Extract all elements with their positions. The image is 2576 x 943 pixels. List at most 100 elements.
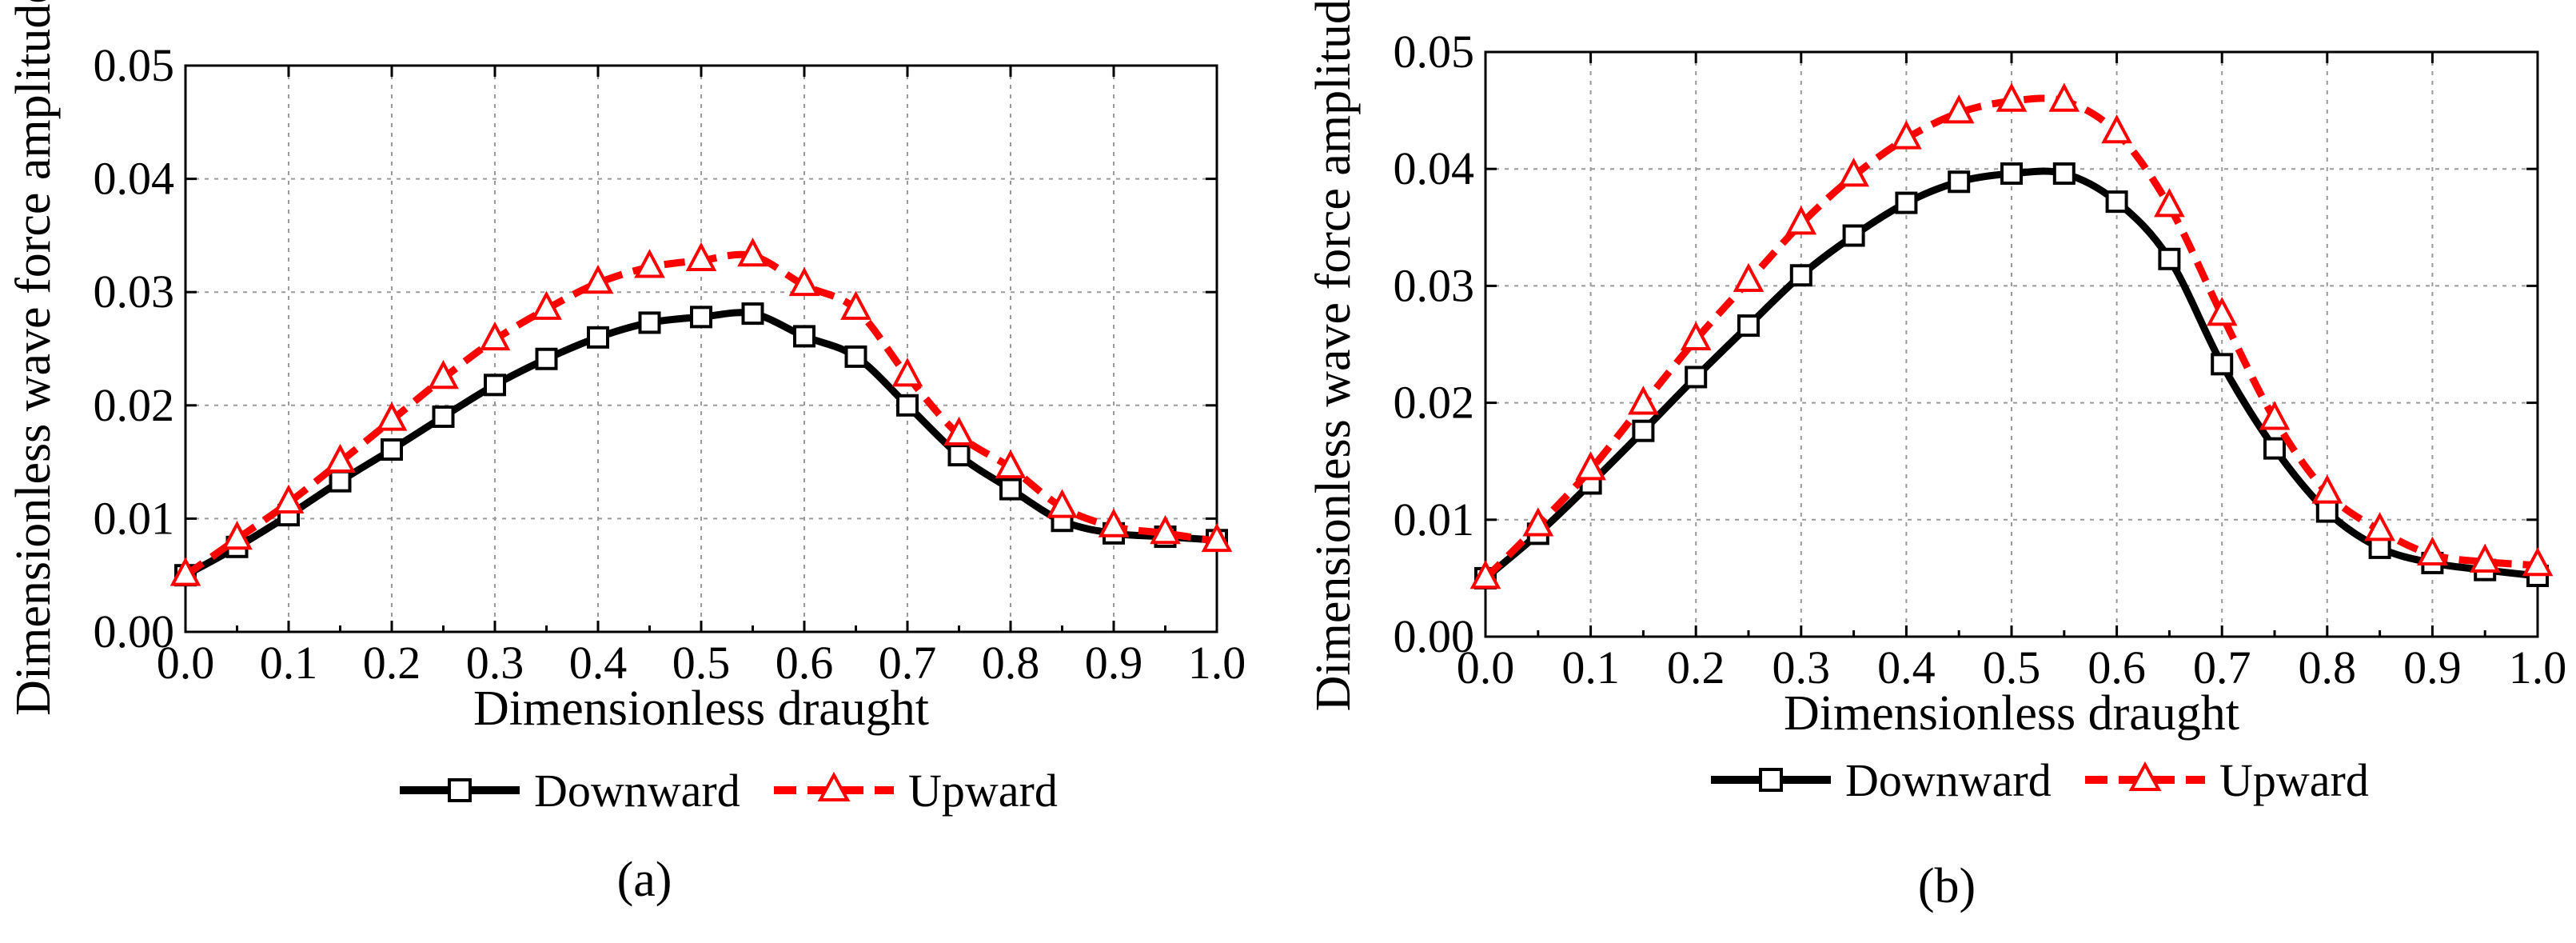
data-point-square xyxy=(741,302,764,326)
x-tick-label: 0.7 xyxy=(879,637,937,689)
x-tick-label: 1.0 xyxy=(2509,641,2567,693)
data-point-triangle xyxy=(943,416,975,446)
data-point-triangle xyxy=(1201,522,1233,553)
x-tick-label: 0.9 xyxy=(1085,637,1143,689)
data-point-square xyxy=(329,470,352,493)
y-tick-label: 0.02 xyxy=(94,379,175,431)
y-tick-label: 0.04 xyxy=(1394,142,1475,194)
data-point-triangle xyxy=(1522,507,1554,537)
panel-label: (b) xyxy=(1918,859,1976,913)
data-point-triangle xyxy=(2522,546,2554,577)
data-point-square xyxy=(2368,536,2391,559)
data-point-square xyxy=(896,394,919,417)
data-point-square xyxy=(1842,224,1865,247)
x-tick-label: 0.0 xyxy=(157,637,215,689)
data-point-square xyxy=(2000,162,2023,186)
data-point-triangle xyxy=(1785,206,1817,235)
data-point-triangle xyxy=(1943,94,1975,124)
data-point-triangle xyxy=(840,290,871,320)
data-point-triangle xyxy=(582,265,614,294)
legend-marker-square xyxy=(448,778,472,802)
legend: Downward Upward xyxy=(1711,754,2369,806)
data-point-square xyxy=(793,325,815,348)
legend: Downward Upward xyxy=(400,765,1058,817)
data-point-square xyxy=(432,405,455,428)
data-point-square xyxy=(1895,191,1918,214)
y-tick-label: 0.00 xyxy=(94,605,175,657)
legend-label-downward: Downward xyxy=(1845,754,2052,806)
data-point-triangle xyxy=(788,266,820,297)
y-tick-label: 0.03 xyxy=(1394,259,1475,311)
legend-label-upward: Upward xyxy=(2219,754,2369,806)
series-upward xyxy=(169,238,1233,586)
legend-marker-triangle xyxy=(817,771,851,801)
data-point-square xyxy=(2315,500,2339,523)
data-point-square xyxy=(1632,419,1655,442)
series-line-upward xyxy=(1482,94,2538,581)
data-point-triangle xyxy=(2417,536,2448,566)
data-point-square xyxy=(999,477,1022,501)
data-point-square xyxy=(1789,264,1812,287)
data-point-square xyxy=(1948,170,1971,194)
data-point-square xyxy=(2052,162,2076,186)
data-point-square xyxy=(381,438,403,462)
y-tick-label: 0.00 xyxy=(1394,610,1475,662)
x-tick-label: 0.6 xyxy=(2088,641,2146,693)
x-tick-label: 0.8 xyxy=(982,637,1040,689)
y-axis-label: Dimensionless wave force amplitude xyxy=(1306,0,1361,711)
data-point-triangle xyxy=(428,359,459,390)
data-point-triangle xyxy=(1680,321,1712,351)
data-point-triangle xyxy=(1996,82,2028,112)
data-point-triangle xyxy=(376,402,408,431)
data-point-triangle xyxy=(1469,560,1501,589)
y-tick-label: 0.04 xyxy=(94,153,175,205)
data-point-square xyxy=(844,345,867,368)
data-point-square xyxy=(690,306,712,329)
data-point-triangle xyxy=(325,443,356,473)
data-point-square xyxy=(484,374,506,397)
data-point-triangle xyxy=(2206,297,2238,326)
data-point-triangle xyxy=(685,242,717,271)
x-tick-label: 0.0 xyxy=(1457,641,1515,693)
data-point-triangle xyxy=(1891,120,1922,150)
x-tick-label: 0.4 xyxy=(569,637,628,689)
data-point-triangle xyxy=(2364,512,2395,541)
y-tick-label: 0.05 xyxy=(1394,26,1475,78)
data-point-triangle xyxy=(2154,188,2185,218)
series-upward xyxy=(1469,82,2554,589)
data-point-square xyxy=(535,347,558,370)
y-axis-label: Dimensionless wave force amplitude xyxy=(6,0,61,716)
chart-panel-b: 0.0 0.1 0.2 0.3 0.4 0.5 0.6 0.7 0.8 0.9 1.0 0.00 0.0… xyxy=(1306,0,2566,913)
data-point-square xyxy=(2105,190,2128,214)
y-tick-label: 0.02 xyxy=(1394,377,1475,429)
data-point-triangle xyxy=(1628,386,1659,415)
data-point-triangle xyxy=(221,521,253,550)
x-tick-label: 0.3 xyxy=(1772,641,1831,693)
data-point-triangle xyxy=(2048,82,2080,112)
x-tick-label: 0.1 xyxy=(260,637,318,689)
data-point-triangle xyxy=(2101,114,2132,144)
x-axis-label: Dimensionless draught xyxy=(1784,686,2239,741)
data-point-triangle xyxy=(169,557,201,586)
data-point-square xyxy=(1737,314,1760,338)
x-tick-label: 0.7 xyxy=(2193,641,2251,693)
x-tick-label: 0.2 xyxy=(1667,641,1725,693)
data-point-triangle xyxy=(2469,543,2501,573)
x-tick-label: 0.3 xyxy=(466,637,524,689)
legend-label-downward: Downward xyxy=(534,765,740,817)
data-point-triangle xyxy=(531,290,562,320)
y-tick-label: 0.01 xyxy=(1394,493,1475,545)
data-point-triangle xyxy=(1047,489,1078,518)
data-point-square xyxy=(638,311,661,334)
x-tick-label: 0.5 xyxy=(672,637,731,689)
legend-marker-square xyxy=(1759,768,1783,792)
legend-marker-triangle xyxy=(2128,761,2162,791)
data-point-triangle xyxy=(1575,451,1606,481)
y-tick-label: 0.03 xyxy=(94,266,175,318)
x-tick-label: 1.0 xyxy=(1188,637,1246,689)
y-tick-label: 0.01 xyxy=(94,492,175,544)
data-point-triangle xyxy=(1733,262,1765,292)
x-tick-label: 0.5 xyxy=(1983,641,2041,693)
x-tick-label: 0.9 xyxy=(2403,641,2462,693)
x-axis-label: Dimensionless draught xyxy=(473,681,929,736)
